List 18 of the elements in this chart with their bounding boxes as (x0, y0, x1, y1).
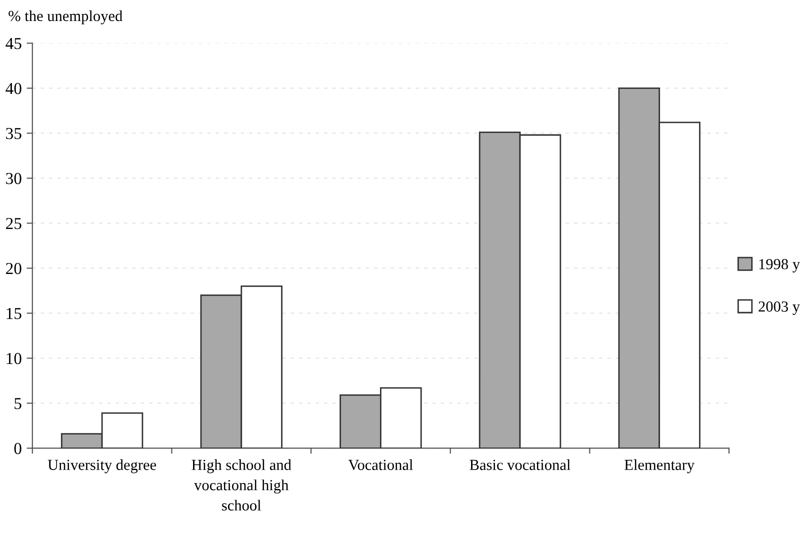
y-tick-label: 15 (6, 308, 22, 320)
y-tick-label: 35 (6, 128, 22, 140)
legend-label: 1998 y (759, 258, 800, 272)
x-tick-label: High school and vocational high school (192, 459, 292, 511)
y-tick-label: 45 (6, 38, 22, 50)
x-tick-label: University degree (48, 459, 156, 474)
x-tick-label: Basic vocational (470, 459, 570, 470)
y-axis-title: % the unemployed (8, 10, 122, 24)
x-tick-label: Elementary (624, 459, 694, 474)
y-tick-label: 0 (14, 442, 22, 454)
y-tick-label: 25 (6, 218, 22, 230)
y-tick-label: 40 (6, 82, 22, 94)
legend-label: 2003 y (758, 301, 800, 315)
y-tick-label: 20 (6, 262, 22, 274)
y-tick-label: 5 (14, 398, 22, 410)
y-tick-label: 10 (6, 352, 22, 364)
x-tick-label: Vocational (348, 459, 413, 470)
y-tick-label: 30 (6, 172, 22, 184)
